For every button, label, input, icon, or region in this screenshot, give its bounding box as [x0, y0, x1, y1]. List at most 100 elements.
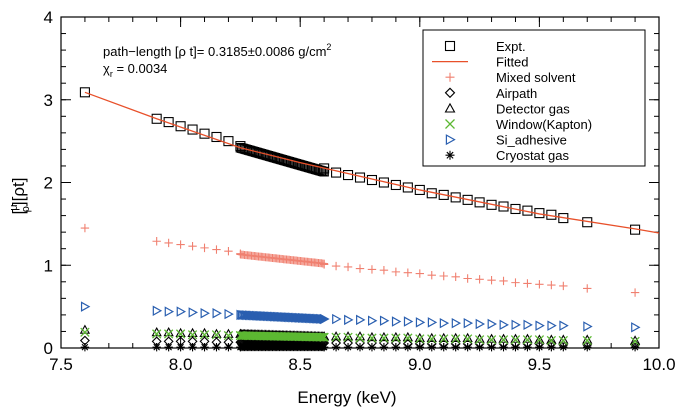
data-point	[547, 320, 557, 331]
data-point	[163, 117, 174, 128]
data-point	[236, 249, 245, 258]
legend-item: Airpath	[444, 86, 537, 101]
series-si-adhesive	[80, 301, 641, 333]
data-point	[236, 342, 245, 352]
data-point	[331, 261, 341, 271]
data-point	[152, 237, 161, 246]
data-point	[463, 274, 472, 283]
data-point	[391, 333, 401, 343]
data-point	[499, 342, 508, 352]
data-point	[163, 329, 174, 339]
data-point	[630, 342, 640, 352]
data-point	[344, 314, 354, 326]
data-point	[164, 306, 175, 317]
data-point	[211, 328, 222, 338]
legend-marker	[445, 150, 455, 160]
data-point	[487, 318, 497, 330]
data-point	[439, 342, 448, 352]
legend-label: Fitted	[496, 55, 529, 70]
data-point	[200, 308, 210, 319]
y-axis-label-rho: ρ	[20, 206, 32, 212]
y-tick-label: 4	[44, 8, 53, 27]
data-point	[367, 342, 377, 352]
data-point	[379, 333, 389, 343]
legend-label: Expt.	[496, 39, 526, 54]
data-point	[212, 342, 221, 352]
data-point	[475, 342, 484, 352]
data-point	[223, 136, 234, 147]
data-point	[582, 334, 593, 344]
x-tick-label: 8.5	[288, 355, 312, 374]
legend-label: Cryostat gas	[496, 148, 569, 163]
data-point	[224, 342, 233, 352]
data-point	[343, 342, 353, 352]
data-point	[535, 342, 544, 352]
y-tick-label: 3	[44, 91, 53, 110]
data-point-dense	[315, 332, 325, 342]
data-point	[558, 335, 568, 346]
data-point	[499, 319, 509, 331]
data-point	[188, 342, 197, 352]
data-point	[212, 308, 222, 319]
legend-box	[422, 29, 646, 167]
data-point	[498, 333, 509, 343]
data-point-dense	[318, 332, 328, 342]
data-marks	[79, 87, 660, 352]
data-point	[188, 307, 198, 318]
data-point	[223, 330, 234, 341]
data-point	[511, 319, 521, 331]
data-point	[631, 322, 641, 333]
data-point	[523, 319, 533, 331]
data-point	[522, 333, 533, 343]
data-point	[176, 240, 185, 249]
data-point	[498, 335, 509, 345]
data-point	[522, 335, 533, 345]
legend-marker	[444, 40, 456, 52]
data-point	[331, 342, 341, 352]
legend-marker	[444, 87, 456, 99]
legend-item: Cryostat gas	[445, 148, 569, 163]
data-point	[547, 280, 556, 290]
data-point	[331, 332, 341, 342]
data-point-dense	[318, 313, 328, 324]
data-point	[164, 342, 173, 352]
legend-label: Mixed solvent	[496, 70, 576, 85]
data-point	[403, 268, 413, 277]
data-point	[356, 314, 366, 326]
data-point	[320, 313, 330, 325]
data-point	[463, 342, 472, 352]
data-point	[511, 278, 520, 287]
data-point	[559, 281, 568, 291]
data-point	[200, 243, 209, 253]
data-point	[474, 333, 485, 343]
data-point	[510, 335, 521, 345]
data-point	[391, 267, 401, 277]
data-point	[211, 131, 222, 143]
data-point	[175, 329, 186, 339]
data-point	[487, 275, 496, 285]
legend-item: Expt.	[444, 39, 526, 54]
data-point	[379, 315, 390, 326]
annotation-chi: χr = 0.0034	[103, 61, 167, 79]
data-point	[546, 335, 557, 346]
data-point	[224, 246, 233, 256]
x-tick-label: 7.5	[49, 355, 73, 374]
data-point	[379, 266, 389, 275]
data-point	[80, 301, 91, 312]
data-point	[559, 342, 568, 352]
data-point	[236, 309, 246, 321]
data-point	[152, 329, 162, 339]
x-tick-label: 9.5	[528, 355, 552, 374]
data-point	[355, 264, 365, 273]
data-point	[535, 320, 545, 331]
data-point	[535, 280, 544, 289]
data-point	[451, 334, 461, 344]
data-point	[463, 317, 474, 329]
data-point	[187, 330, 198, 340]
data-point	[199, 330, 210, 340]
data-point	[403, 316, 414, 327]
data-point	[152, 305, 163, 316]
data-point	[475, 318, 486, 330]
